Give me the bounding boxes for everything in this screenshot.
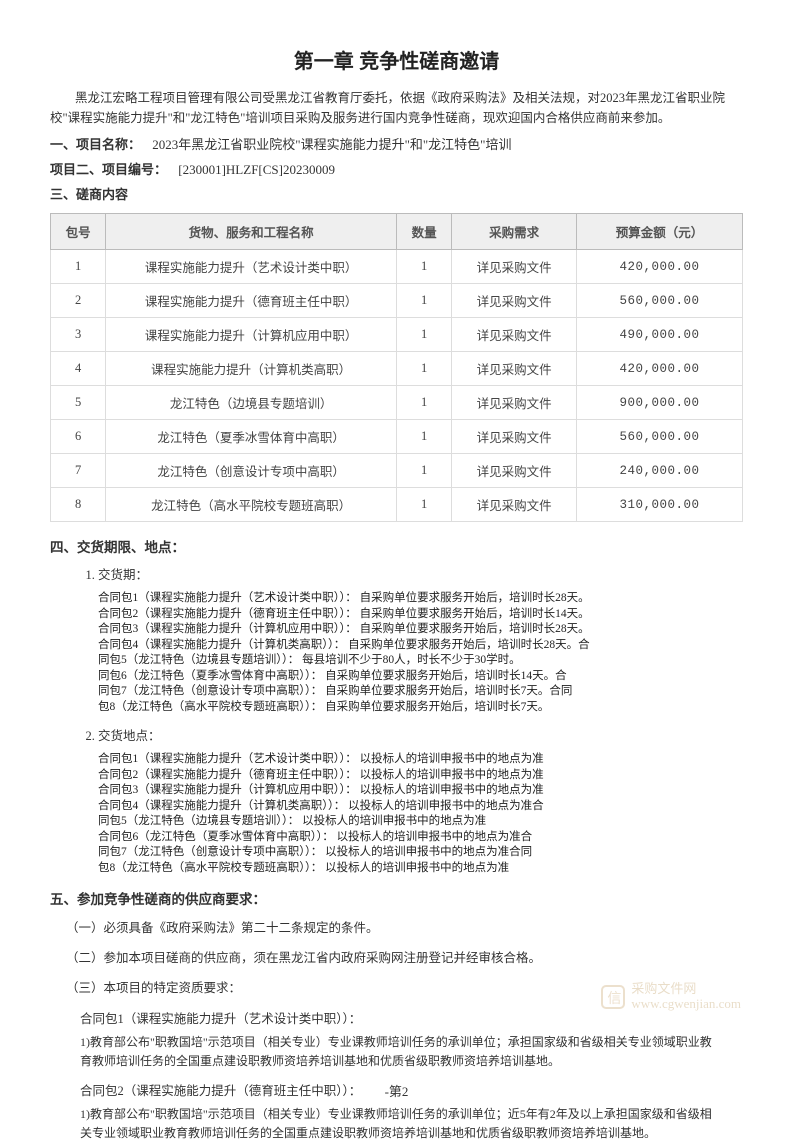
watermark: 采购文件网 www.cgwenjian.com [601, 982, 741, 1012]
table-cell: 900,000.00 [576, 386, 742, 420]
table-cell: 490,000.00 [576, 318, 742, 352]
watermark-line1: 采购文件网 [631, 982, 741, 997]
table-cell: 课程实施能力提升（德育班主任中职） [106, 284, 397, 318]
table-cell: 龙江特色（高水平院校专题班高职） [106, 488, 397, 522]
table-cell: 3 [51, 318, 106, 352]
requirement-2: （二）参加本项目磋商的供应商，须在黑龙江省内政府采购网注册登记并经审核合格。 [66, 948, 743, 968]
table-cell: 1 [396, 352, 451, 386]
table-cell: 5 [51, 386, 106, 420]
table-cell: 7 [51, 454, 106, 488]
table-row: 8龙江特色（高水平院校专题班高职）1详见采购文件310,000.00 [51, 488, 743, 522]
table-cell: 详见采购文件 [452, 420, 577, 454]
table-cell: 课程实施能力提升（计算机类高职） [106, 352, 397, 386]
table-cell: 详见采购文件 [452, 488, 577, 522]
table-cell: 详见采购文件 [452, 386, 577, 420]
th-goods: 货物、服务和工程名称 [106, 214, 397, 250]
delivery-period-item: 交货期： [98, 564, 743, 583]
delivery-place-item: 交货地点： [98, 725, 743, 744]
watermark-line2: www.cgwenjian.com [631, 997, 741, 1012]
table-cell: 420,000.00 [576, 352, 742, 386]
th-budget: 预算金额（元） [576, 214, 742, 250]
table-cell: 详见采购文件 [452, 284, 577, 318]
table-cell: 1 [396, 284, 451, 318]
table-row: 6龙江特色（夏季冰雪体育中高职）1详见采购文件560,000.00 [51, 420, 743, 454]
section-3-title: 三、磋商内容 [50, 184, 743, 203]
table-cell: 龙江特色（创意设计专项中高职） [106, 454, 397, 488]
table-cell: 420,000.00 [576, 250, 742, 284]
table-cell: 1 [396, 488, 451, 522]
project-number-value: [230001]HLZF[CS]20230009 [178, 162, 335, 177]
th-qty: 数量 [396, 214, 451, 250]
package-2-desc: 1)教育部公布"职教国培"示范项目（相关专业）专业课教师培训任务的承训单位；近5… [80, 1105, 713, 1142]
table-cell: 1 [396, 250, 451, 284]
project-number-label: 项目二、项目编号： [50, 162, 167, 177]
table-row: 7龙江特色（创意设计专项中高职）1详见采购文件240,000.00 [51, 454, 743, 488]
table-cell: 1 [51, 250, 106, 284]
table-cell: 详见采购文件 [452, 454, 577, 488]
package-1-desc: 1)教育部公布"职教国培"示范项目（相关专业）专业课教师培训任务的承训单位；承担… [80, 1033, 713, 1070]
table-cell: 6 [51, 420, 106, 454]
requirement-1: （一）必须具备《政府采购法》第二十二条规定的条件。 [66, 918, 743, 938]
watermark-logo-icon [601, 985, 625, 1009]
table-cell: 龙江特色（边境县专题培训） [106, 386, 397, 420]
table-cell: 2 [51, 284, 106, 318]
table-row: 4课程实施能力提升（计算机类高职）1详见采购文件420,000.00 [51, 352, 743, 386]
table-cell: 4 [51, 352, 106, 386]
table-cell: 8 [51, 488, 106, 522]
table-cell: 560,000.00 [576, 420, 742, 454]
table-header-row: 包号 货物、服务和工程名称 数量 采购需求 预算金额（元） [51, 214, 743, 250]
th-demand: 采购需求 [452, 214, 577, 250]
table-cell: 1 [396, 454, 451, 488]
table-row: 5龙江特色（边境县专题培训）1详见采购文件900,000.00 [51, 386, 743, 420]
procurement-table: 包号 货物、服务和工程名称 数量 采购需求 预算金额（元） 1课程实施能力提升（… [50, 213, 743, 522]
delivery-period-block: 合同包1（课程实施能力提升（艺术设计类中职））： 自采购单位要求服务开始后，培训… [98, 591, 743, 715]
project-name-label: 一、项目名称： [50, 137, 141, 152]
table-cell: 1 [396, 386, 451, 420]
project-name-line: 一、项目名称： 2023年黑龙江省职业院校"课程实施能力提升"和"龙江特色"培训 [50, 134, 743, 153]
table-cell: 310,000.00 [576, 488, 742, 522]
intro-paragraph: 黑龙江宏略工程项目管理有限公司受黑龙江省教育厅委托，依据《政府采购法》及相关法规… [50, 88, 743, 128]
delivery-place-block: 合同包1（课程实施能力提升（艺术设计类中职））： 以投标人的培训申报书中的地点为… [98, 752, 743, 876]
table-cell: 课程实施能力提升（艺术设计类中职） [106, 250, 397, 284]
table-row: 2课程实施能力提升（德育班主任中职）1详见采购文件560,000.00 [51, 284, 743, 318]
table-cell: 详见采购文件 [452, 250, 577, 284]
th-package: 包号 [51, 214, 106, 250]
chapter-title: 第一章 竞争性磋商邀请 [50, 45, 743, 74]
section-4-title: 四、交货期限、地点： [50, 536, 743, 556]
table-cell: 详见采购文件 [452, 352, 577, 386]
page-number: -第2 [0, 1081, 793, 1100]
table-cell: 详见采购文件 [452, 318, 577, 352]
project-name-value: 2023年黑龙江省职业院校"课程实施能力提升"和"龙江特色"培训 [152, 137, 511, 152]
table-cell: 1 [396, 420, 451, 454]
table-cell: 课程实施能力提升（计算机应用中职） [106, 318, 397, 352]
table-row: 1课程实施能力提升（艺术设计类中职）1详见采购文件420,000.00 [51, 250, 743, 284]
table-cell: 240,000.00 [576, 454, 742, 488]
table-cell: 1 [396, 318, 451, 352]
table-row: 3课程实施能力提升（计算机应用中职）1详见采购文件490,000.00 [51, 318, 743, 352]
project-number-line: 项目二、项目编号： [230001]HLZF[CS]20230009 [50, 159, 743, 178]
table-cell: 560,000.00 [576, 284, 742, 318]
table-cell: 龙江特色（夏季冰雪体育中高职） [106, 420, 397, 454]
section-5-title: 五、参加竞争性磋商的供应商要求： [50, 888, 743, 908]
